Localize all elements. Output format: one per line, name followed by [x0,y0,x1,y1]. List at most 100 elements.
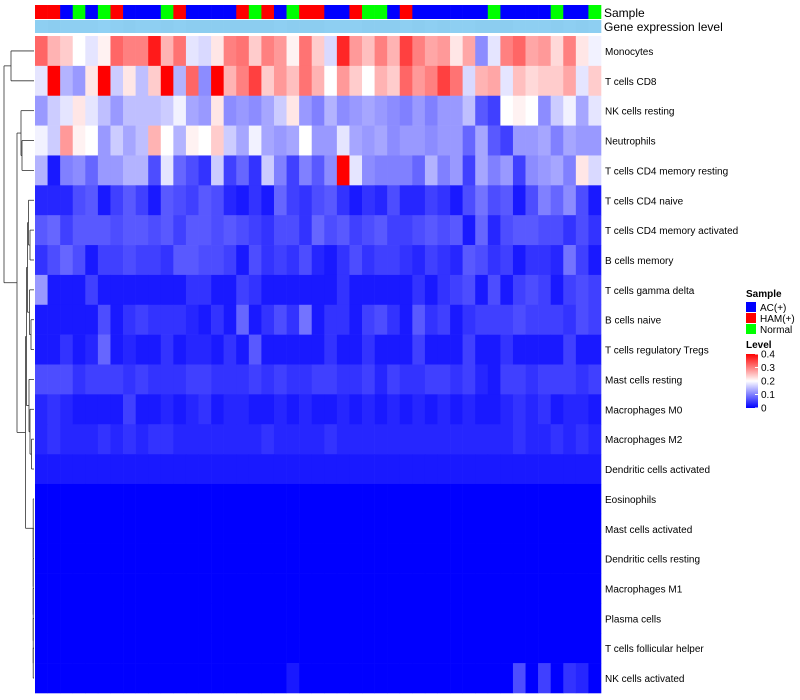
heatmap-cell [512,125,526,156]
gene-expression-cell [424,20,438,33]
heatmap-cell [123,364,136,395]
heatmap-cell [538,454,551,485]
heatmap-cell [135,155,149,186]
heatmap-cell [273,215,287,246]
heatmap-cell [35,155,48,186]
heatmap-cell [97,304,111,335]
heatmap-cell [85,573,99,604]
heatmap-cell [185,394,199,425]
heatmap-cell [97,215,111,246]
heatmap-cell [424,424,438,455]
heatmap-cell [299,483,313,515]
heatmap-cell [47,663,61,694]
heatmap-cell [399,95,413,126]
heatmap-cell [248,125,262,156]
heatmap-cell [349,394,363,425]
heatmap-cell [72,245,86,276]
heatmap-cell [387,603,401,634]
sample-annotation-cell [148,5,162,19]
heatmap-cell [563,304,577,335]
gene-expression-cell [525,20,539,33]
heatmap-cell [85,95,99,126]
heatmap-cell [512,454,526,485]
heatmap-cell [198,245,212,276]
heatmap-cell [123,603,136,634]
heatmap-cell [538,573,551,604]
heatmap-cell [261,215,275,246]
heatmap-cell [135,245,149,276]
sample-annotation-cell [450,5,463,19]
heatmap-cell [47,36,61,67]
gene-expression-cell [135,20,149,33]
heatmap-cell [588,215,602,246]
heatmap-cell [512,394,526,425]
heatmap-cell [60,483,74,515]
heatmap-cell [412,633,426,664]
heatmap-cell [450,483,463,515]
heatmap-cell [450,394,463,425]
heatmap-cell [223,483,237,515]
heatmap-cell [525,454,539,485]
heatmap-cell [362,454,375,485]
heatmap-cell [538,513,551,544]
heatmap-cell [550,304,564,335]
row-label: T cells CD8 [605,77,657,88]
heatmap-cell [374,633,388,664]
heatmap-cell [35,543,48,574]
gene-expression-cell [387,20,401,33]
heatmap-cell [47,364,61,395]
heatmap-cell [487,513,501,544]
heatmap-cell [412,155,426,186]
heatmap-cell [588,364,602,395]
heatmap-cell [374,483,388,515]
heatmap-cell [173,125,187,156]
heatmap-cell [399,663,413,694]
heatmap-cell [525,603,539,634]
sample-annotation-cell [110,5,124,19]
heatmap-cell [387,304,401,335]
heatmap-cell [500,603,514,634]
row-label: Plasma cells [605,614,661,625]
heatmap-cell [525,245,539,276]
heatmap-cell [475,95,489,126]
heatmap-cell [538,334,551,365]
heatmap-cell [362,573,375,604]
heatmap-cell [512,364,526,395]
heatmap-cell [35,36,48,67]
gene-expression-cell [148,20,162,33]
heatmap-cell [349,663,363,694]
heatmap-cell [160,274,174,306]
heatmap-cell [123,424,136,455]
heatmap-cell [85,483,99,515]
sample-annotation-cell [399,5,413,19]
heatmap-cell [97,603,111,634]
heatmap-cell [223,185,237,216]
sample-annotation-cell [374,5,388,19]
heatmap-cell [512,543,526,574]
heatmap-cell [575,125,589,156]
heatmap-cell [324,364,338,395]
row-label: Macrophages M1 [605,584,683,595]
heatmap-cell [550,215,564,246]
heatmap-cell [248,185,262,216]
heatmap-cell [450,633,463,664]
gene-expression-cell [563,20,577,33]
heatmap-cell [550,274,564,306]
heatmap-cell [311,155,325,186]
gene-expression-annotation-label: Gene expression level [604,20,723,34]
heatmap-cell [538,125,551,156]
heatmap-cell [362,36,375,67]
heatmap-cell [185,155,199,186]
gene-expression-cell [412,20,426,33]
heatmap-cell [475,394,489,425]
heatmap-cell [160,65,174,97]
heatmap-cell [110,424,124,455]
heatmap-cell [72,334,86,365]
heatmap-cell [500,95,514,126]
heatmap-cell [160,364,174,395]
heatmap-cell [450,304,463,335]
heatmap-cell [135,215,149,246]
heatmap-cell [500,155,514,186]
heatmap-cell [248,334,262,365]
heatmap-cell [387,125,401,156]
